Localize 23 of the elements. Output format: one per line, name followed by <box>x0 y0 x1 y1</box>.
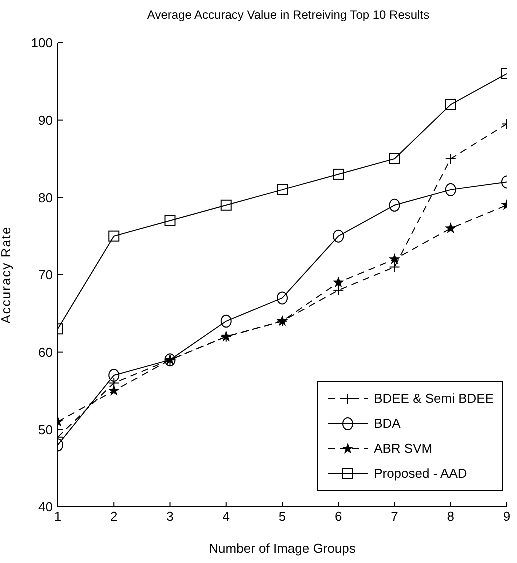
x-tick-label: 8 <box>447 509 454 524</box>
legend-label: BDA <box>374 416 401 431</box>
x-tick-label: 6 <box>335 509 342 524</box>
y-tick-label: 80 <box>38 190 53 206</box>
legend-label: Proposed - AAD <box>374 466 468 481</box>
x-axis-title: Number of Image Groups <box>209 541 356 556</box>
legend-label: BDEE & Semi BDEE <box>374 391 494 406</box>
x-tick-label: 1 <box>54 509 62 524</box>
chart-title: Average Accuracy Value in Retreiving Top 10 Results <box>146 8 431 22</box>
x-tick-label: 7 <box>391 509 398 524</box>
y-tick-label: 100 <box>31 36 53 51</box>
x-tick-label: 4 <box>222 509 230 524</box>
x-tick-label: 2 <box>110 509 118 524</box>
y-axis-title: Accuracy Rate <box>0 226 14 324</box>
x-tick-label: 3 <box>166 509 174 524</box>
y-tick-label: 70 <box>38 268 53 283</box>
y-tick-label: 40 <box>38 500 53 515</box>
y-tick-label: 50 <box>38 422 53 438</box>
legend-label: ABR SVM <box>374 441 433 456</box>
x-tick-label: 9 <box>503 509 511 524</box>
y-tick-label: 60 <box>38 344 53 360</box>
y-tick-label: 90 <box>38 112 53 128</box>
x-tick-label: 5 <box>278 509 286 524</box>
